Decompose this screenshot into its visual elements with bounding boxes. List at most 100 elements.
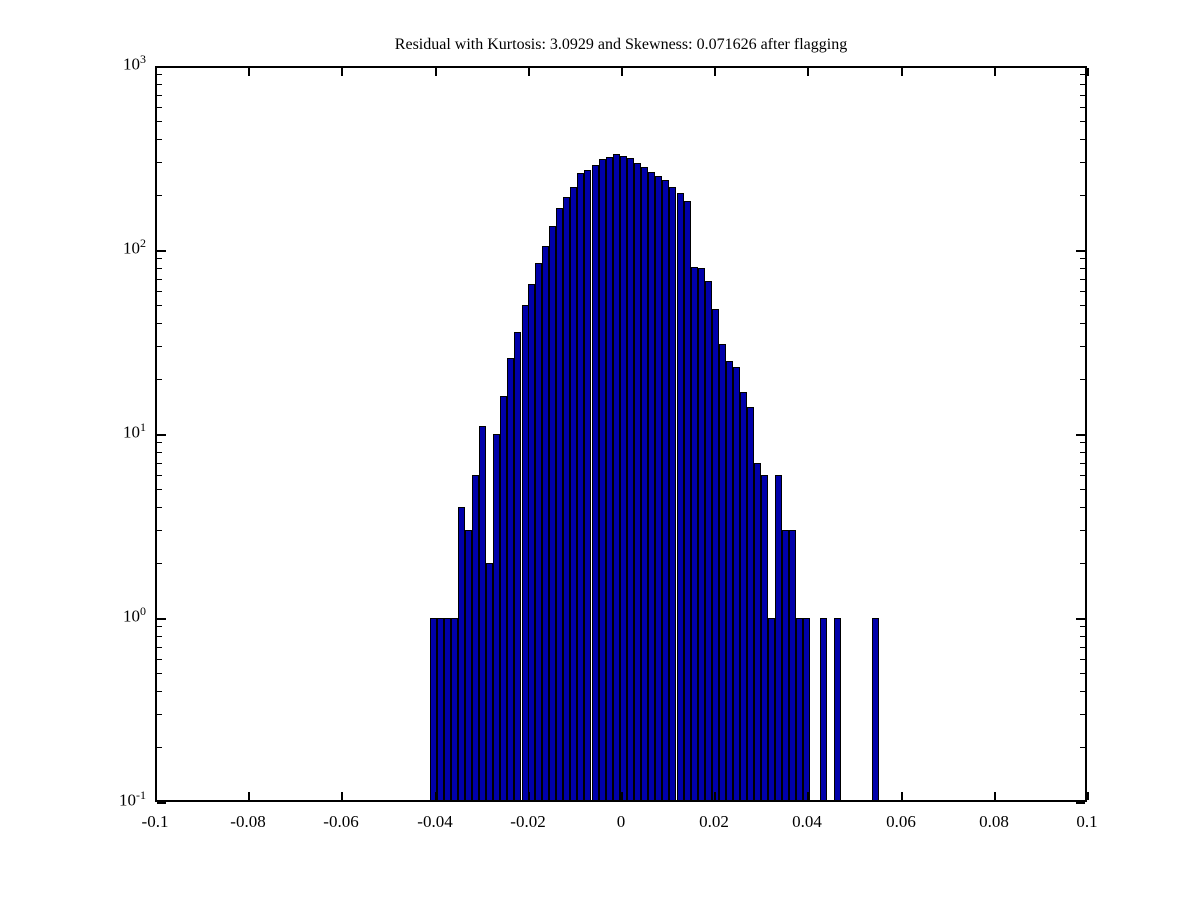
y-axis-right-minor-tick bbox=[1080, 84, 1085, 85]
x-axis-tick bbox=[1087, 792, 1089, 800]
y-axis-right-minor-tick bbox=[1080, 121, 1085, 122]
y-axis-tick bbox=[157, 802, 166, 804]
y-axis-minor-tick bbox=[157, 346, 162, 347]
histogram-bar bbox=[486, 562, 494, 800]
histogram-bar bbox=[690, 266, 698, 800]
y-axis-tick bbox=[157, 618, 166, 620]
x-axis-tick-label: 0.1 bbox=[1076, 812, 1098, 831]
y-axis-right-minor-tick bbox=[1080, 452, 1085, 453]
histogram-bar bbox=[429, 618, 437, 800]
y-axis-minor-tick bbox=[157, 452, 162, 453]
histogram-bar bbox=[514, 331, 522, 800]
histogram-bar bbox=[493, 434, 501, 800]
histogram-bar bbox=[605, 156, 613, 800]
x-axis-tick-label: -0.1 bbox=[141, 812, 169, 831]
x-axis-tick bbox=[248, 792, 250, 800]
histogram-bar bbox=[479, 426, 487, 800]
x-axis-tick-label: -0.04 bbox=[417, 812, 453, 831]
x-axis-tick-label: -0.02 bbox=[510, 812, 546, 831]
histogram-bar bbox=[570, 186, 578, 800]
histogram-bar bbox=[740, 391, 748, 800]
histogram-bar bbox=[500, 396, 508, 800]
x-axis-tick-label: 0.02 bbox=[699, 812, 729, 831]
x-axis-top-tick bbox=[621, 68, 623, 76]
y-axis-right-minor-tick bbox=[1080, 647, 1085, 648]
histogram-bar bbox=[457, 507, 465, 800]
histogram-bar bbox=[683, 200, 691, 800]
histogram-bar bbox=[542, 246, 550, 800]
histogram-bar bbox=[507, 357, 515, 800]
histogram-bar bbox=[436, 618, 444, 800]
histogram-bar bbox=[803, 618, 811, 800]
y-axis-right-minor-tick bbox=[1080, 162, 1085, 163]
y-axis-right-tick bbox=[1076, 66, 1085, 68]
y-axis-tick bbox=[157, 250, 166, 252]
histogram-bar bbox=[577, 173, 585, 800]
x-axis-tick bbox=[994, 792, 996, 800]
histogram-bar bbox=[641, 167, 649, 800]
y-axis-right-minor-tick bbox=[1080, 195, 1085, 196]
y-axis-right-tick bbox=[1076, 434, 1085, 436]
y-axis-right-minor-tick bbox=[1080, 626, 1085, 627]
y-axis-right-minor-tick bbox=[1080, 279, 1085, 280]
histogram-bar bbox=[775, 474, 782, 800]
y-axis-minor-tick bbox=[157, 84, 162, 85]
y-axis-minor-tick bbox=[157, 305, 162, 306]
histogram-bar bbox=[612, 154, 620, 800]
histogram-bar bbox=[648, 171, 656, 800]
histogram-bar bbox=[662, 180, 670, 800]
y-axis-tick-label: 10-1 bbox=[119, 788, 146, 810]
y-axis-tick bbox=[157, 66, 166, 68]
y-axis-tick-label: 103 bbox=[123, 52, 146, 74]
y-axis-right-minor-tick bbox=[1080, 258, 1085, 259]
y-axis-right-minor-tick bbox=[1080, 673, 1085, 674]
y-axis-minor-tick bbox=[157, 268, 162, 269]
y-axis-minor-tick bbox=[157, 463, 162, 464]
y-axis-minor-tick bbox=[157, 107, 162, 108]
y-axis-minor-tick bbox=[157, 647, 162, 648]
histogram-bar bbox=[820, 618, 828, 800]
y-axis-right-tick bbox=[1076, 250, 1085, 252]
histogram-bar bbox=[872, 618, 880, 800]
y-axis-right-minor-tick bbox=[1080, 530, 1085, 531]
x-axis-top-tick bbox=[1087, 68, 1089, 76]
y-axis-minor-tick bbox=[157, 379, 162, 380]
histogram-bar bbox=[719, 343, 727, 800]
y-axis-right-minor-tick bbox=[1080, 563, 1085, 564]
x-axis-tick bbox=[435, 792, 437, 800]
histogram-bar bbox=[535, 262, 543, 800]
histogram-bar bbox=[676, 193, 684, 800]
x-axis-top-tick bbox=[901, 68, 903, 76]
y-axis-minor-tick bbox=[157, 626, 162, 627]
y-axis-right-minor-tick bbox=[1080, 74, 1085, 75]
y-axis-minor-tick bbox=[157, 747, 162, 748]
y-axis-right-minor-tick bbox=[1080, 507, 1085, 508]
histogram-bar bbox=[443, 618, 451, 800]
y-axis-minor-tick bbox=[157, 291, 162, 292]
y-axis-right-minor-tick bbox=[1080, 714, 1085, 715]
histogram-bar bbox=[761, 474, 769, 800]
y-axis-right-tick bbox=[1076, 802, 1085, 804]
histogram-bar bbox=[584, 170, 592, 800]
y-axis-right-minor-tick bbox=[1080, 489, 1085, 490]
y-axis-minor-tick bbox=[157, 195, 162, 196]
histogram-bar bbox=[781, 530, 789, 800]
y-axis-right-minor-tick bbox=[1080, 268, 1085, 269]
y-axis-right-minor-tick bbox=[1080, 107, 1085, 108]
x-axis-top-tick bbox=[807, 68, 809, 76]
x-axis-top-tick bbox=[248, 68, 250, 76]
y-axis-right-minor-tick bbox=[1080, 463, 1085, 464]
histogram-bar bbox=[796, 618, 804, 800]
histogram-bar bbox=[450, 618, 458, 800]
x-axis-tick-label: -0.08 bbox=[230, 812, 266, 831]
histogram-bar bbox=[619, 156, 627, 800]
histogram-bar bbox=[521, 305, 529, 800]
y-axis-minor-tick bbox=[157, 279, 162, 280]
histogram-bar bbox=[465, 530, 473, 800]
y-axis-minor-tick bbox=[157, 563, 162, 564]
histogram-bar bbox=[669, 186, 677, 800]
y-axis-right-minor-tick bbox=[1080, 95, 1085, 96]
histogram-bar bbox=[768, 618, 776, 800]
y-axis-right-minor-tick bbox=[1080, 747, 1085, 748]
histogram-bar bbox=[549, 226, 557, 800]
